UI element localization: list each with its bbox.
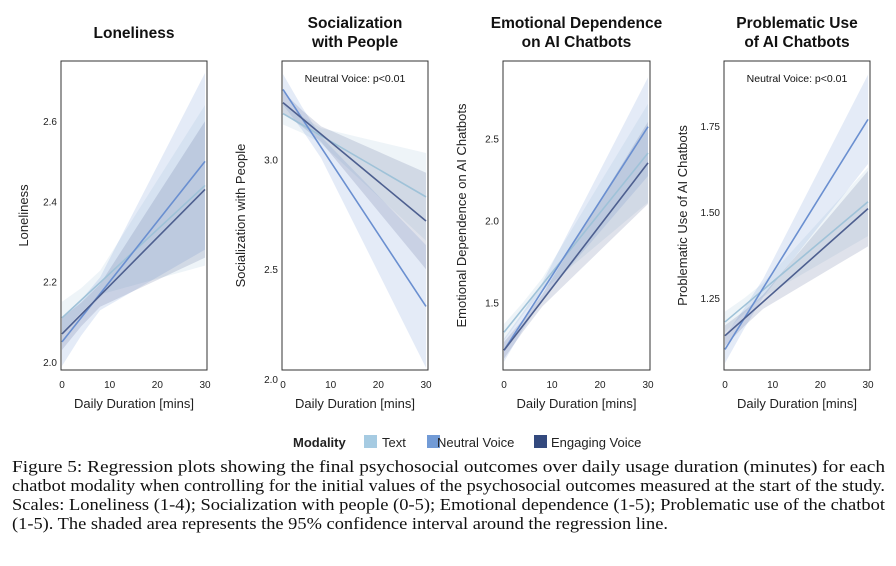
ci-band-text <box>283 102 426 241</box>
x-tick-label: 0 <box>59 380 65 391</box>
figure-caption: Figure 5: Regression plots showing the f… <box>12 457 886 533</box>
x-tick-label: 20 <box>152 380 164 391</box>
plot-frame <box>723 60 871 371</box>
y-axis-label: Socialization with People <box>233 144 248 288</box>
ci-band-neutral-voice <box>504 77 648 362</box>
ci-band-text <box>62 105 205 334</box>
y-tick-label: 3.0 <box>264 156 278 167</box>
y-axis-label: Loneliness <box>16 184 31 247</box>
y-tick-label: 2.0 <box>485 216 499 227</box>
y-tick-label: 2.6 <box>43 117 57 128</box>
x-tick-label: 30 <box>199 380 211 391</box>
x-tick-label: 0 <box>501 380 507 391</box>
x-tick-label: 30 <box>420 380 432 391</box>
panel-title: Loneliness <box>94 25 175 42</box>
ci-band-engaging-voice <box>62 121 205 350</box>
legend-title: Modality <box>293 435 346 450</box>
x-tick-label: 20 <box>594 380 606 391</box>
y-tick-label: 2.5 <box>264 265 278 276</box>
x-tick-label: 10 <box>104 380 116 391</box>
regression-line-neutral-voice <box>503 126 649 351</box>
plot-frame <box>502 60 651 371</box>
regression-line-engaging-voice <box>724 208 869 337</box>
x-tick-label: 20 <box>373 380 385 391</box>
y-tick-label: 1.50 <box>701 208 721 219</box>
x-axis-label: Daily Duration [mins] <box>737 396 857 411</box>
panel-title: Emotional Dependence <box>491 15 663 32</box>
y-tick-label: 2.2 <box>43 278 57 289</box>
regression-line-neutral-voice <box>61 160 206 343</box>
significance-annotation: Neutral Voice: p<0.01 <box>747 73 848 85</box>
significance-annotation: Neutral Voice: p<0.01 <box>305 73 406 85</box>
y-tick-label: 2.4 <box>43 197 57 208</box>
ci-band-engaging-voice <box>283 91 426 270</box>
panel-3: Emotional Dependence on AI Chatbots 0 10 20 3… <box>454 15 663 411</box>
x-tick-label: 20 <box>815 380 827 391</box>
caption-line: Figure 5: Regression plots showing the f… <box>12 457 886 476</box>
y-tick-label: 1.5 <box>485 299 499 310</box>
y-tick-label: 2.5 <box>485 134 499 145</box>
x-tick-label: 10 <box>325 380 337 391</box>
legend: Modality Text Neutral Voice Engaging Voi… <box>293 435 641 450</box>
regression-line-engaging-voice <box>282 102 427 222</box>
regression-line-engaging-voice <box>61 188 206 335</box>
panel-title: Socialization <box>308 15 403 32</box>
legend-swatch-text <box>364 435 377 448</box>
caption-line: Scales: Loneliness (1-4); Socialization … <box>12 495 885 514</box>
x-tick-label: 0 <box>722 380 728 391</box>
ci-band-text <box>504 103 648 341</box>
caption-line: chatbot modality when controlling for th… <box>12 476 885 495</box>
x-tick-label: 10 <box>546 380 558 391</box>
y-tick-label: 1.75 <box>701 122 721 133</box>
y-tick-label: 2.0 <box>264 375 278 386</box>
plot-frame <box>281 60 429 371</box>
regression-line-text <box>503 152 649 333</box>
x-axis-label: Daily Duration [mins] <box>74 396 194 411</box>
x-axis-label: Daily Duration [mins] <box>517 396 637 411</box>
panel-2: Socialization with People Neutral Voice: p… <box>233 15 432 411</box>
regression-line-engaging-voice <box>503 162 649 351</box>
x-tick-label: 30 <box>862 380 874 391</box>
ci-band-engaging-voice <box>725 170 868 346</box>
y-axis-label: Problematic Use of AI Chatbots <box>675 125 690 306</box>
legend-swatch-neutral-voice <box>427 435 440 448</box>
ci-band-neutral-voice <box>283 74 426 368</box>
panel-title: of AI Chatbots <box>744 34 849 51</box>
ci-band-neutral-voice <box>62 73 205 366</box>
x-axis-label: Daily Duration [mins] <box>295 396 415 411</box>
panel-1: Loneliness 0 10 20 30 2.0 2.2 2.4 2.6 Daily Durat… <box>16 25 211 411</box>
x-tick-label: 10 <box>767 380 779 391</box>
legend-label-text: Text <box>382 435 406 450</box>
ci-band-engaging-voice <box>504 121 648 359</box>
regression-line-text <box>282 112 427 198</box>
y-tick-label: 2.0 <box>43 358 57 369</box>
panel-4: Problematic Use of AI Chatbots Neutral Voi… <box>675 15 874 411</box>
y-axis-label: Emotional Dependence on AI Chatbots <box>454 103 469 328</box>
y-tick-label: 1.25 <box>701 294 721 305</box>
plot-frame <box>60 60 208 371</box>
legend-swatch-engaging-voice <box>534 435 547 448</box>
panel-title: on AI Chatbots <box>522 34 632 51</box>
regression-line-neutral-voice <box>724 118 869 350</box>
panel-title: Problematic Use <box>736 15 858 32</box>
legend-label-neutral-voice: Neutral Voice <box>437 435 514 450</box>
legend-label-engaging-voice: Engaging Voice <box>551 435 641 450</box>
regression-line-neutral-voice <box>282 89 427 307</box>
caption-line: (1-5). The shaded area represents the 95… <box>12 514 668 533</box>
x-tick-label: 30 <box>642 380 654 391</box>
panel-title: with People <box>311 34 399 51</box>
x-tick-label: 0 <box>280 380 286 391</box>
regression-line-text <box>724 201 869 323</box>
